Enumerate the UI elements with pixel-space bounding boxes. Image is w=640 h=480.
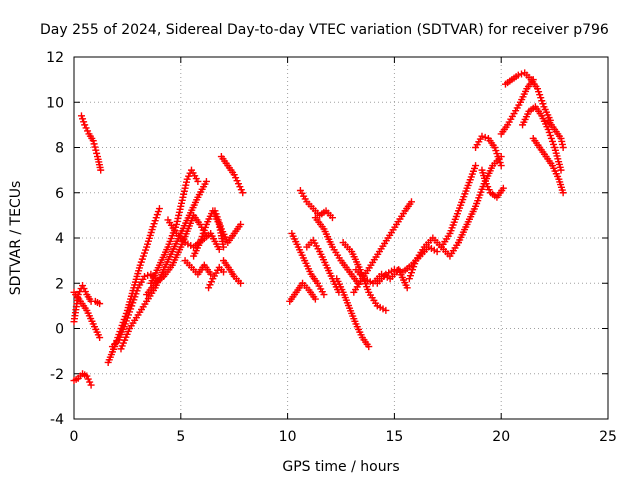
data-point [514,71,522,79]
series-arc33 [501,69,554,124]
data-point [220,243,228,251]
series-arc11 [190,207,228,260]
x-tick-label: 0 [70,429,79,445]
x-tick-label: 10 [279,429,297,445]
series-arc32 [497,76,537,138]
data-point [155,205,163,213]
data-point [328,214,336,222]
data-point [365,343,373,351]
series-arc1 [70,282,104,326]
y-tick-label: 0 [55,322,64,338]
data-point [517,70,525,78]
y-tick-label: 6 [55,186,64,202]
series-arc17 [286,279,319,305]
data-point [559,144,567,151]
series-arc30 [472,132,505,170]
axis-ticks: 0 5 10 15 20 25 -4 -2 0 2 4 6 8 10 12 [46,50,617,445]
series-arc35 [529,134,567,197]
data-point [407,198,415,206]
series-arc4 [77,112,105,174]
data-point [207,270,215,278]
data-point [140,272,148,280]
data-point [202,177,210,185]
data-point [97,166,105,174]
data-point [382,306,390,314]
series-arc3 [70,370,95,389]
x-axis-label: GPS time / hours [282,459,399,475]
data-point [91,143,99,151]
data-point [237,220,245,228]
data-point [93,149,101,157]
y-tick-label: -2 [50,367,64,383]
data-point [481,133,489,141]
data-point [559,189,567,197]
series-arc18 [288,229,328,299]
series-arc14 [220,257,245,287]
series-arc22 [333,275,373,351]
series-arc13 [217,153,247,197]
data-point [90,140,98,148]
series-arc9 [147,166,202,287]
x-tick-label: 15 [385,429,403,445]
data-point [194,177,202,185]
series-arc24 [350,198,415,296]
series-arc12 [211,207,245,247]
y-tick-label: 12 [46,50,64,66]
data-point [96,334,104,342]
data-point [499,184,507,192]
x-tick-label: 5 [176,429,185,445]
data-points [70,69,567,389]
y-tick-label: -4 [50,412,64,428]
y-axis-label: SDTVAR / TECUs [8,181,24,296]
y-tick-label: 10 [46,95,64,111]
data-point [311,295,319,303]
data-point [478,132,486,140]
series-arc31 [478,166,507,201]
series-arc16 [205,263,228,292]
data-point [320,291,328,299]
data-point [96,300,104,308]
data-point [472,162,480,170]
series-arc15 [181,257,215,278]
data-point [239,189,247,197]
series-arc19 [296,186,336,222]
data-point [220,268,228,276]
data-point [237,279,245,287]
grid-lines [74,57,608,419]
x-tick-label: 25 [599,429,617,445]
series-arc28 [437,162,480,251]
chart-title: Day 255 of 2024, Sidereal Day-to-day VTE… [40,22,609,38]
series-arc34 [519,103,565,174]
y-tick-label: 4 [55,231,64,247]
y-tick-label: 8 [55,141,64,157]
x-tick-label: 20 [492,429,510,445]
series-arc21 [311,214,362,287]
data-point [89,137,97,145]
data-point [403,284,411,292]
data-point [144,271,152,279]
series-arc36 [544,116,567,151]
data-point [215,245,223,253]
data-point [557,166,565,174]
data-point [92,146,100,154]
data-point [497,162,505,170]
series-arc2 [70,288,104,342]
data-point [87,381,95,389]
data-point [433,248,441,256]
y-tick-label: 2 [55,276,64,292]
